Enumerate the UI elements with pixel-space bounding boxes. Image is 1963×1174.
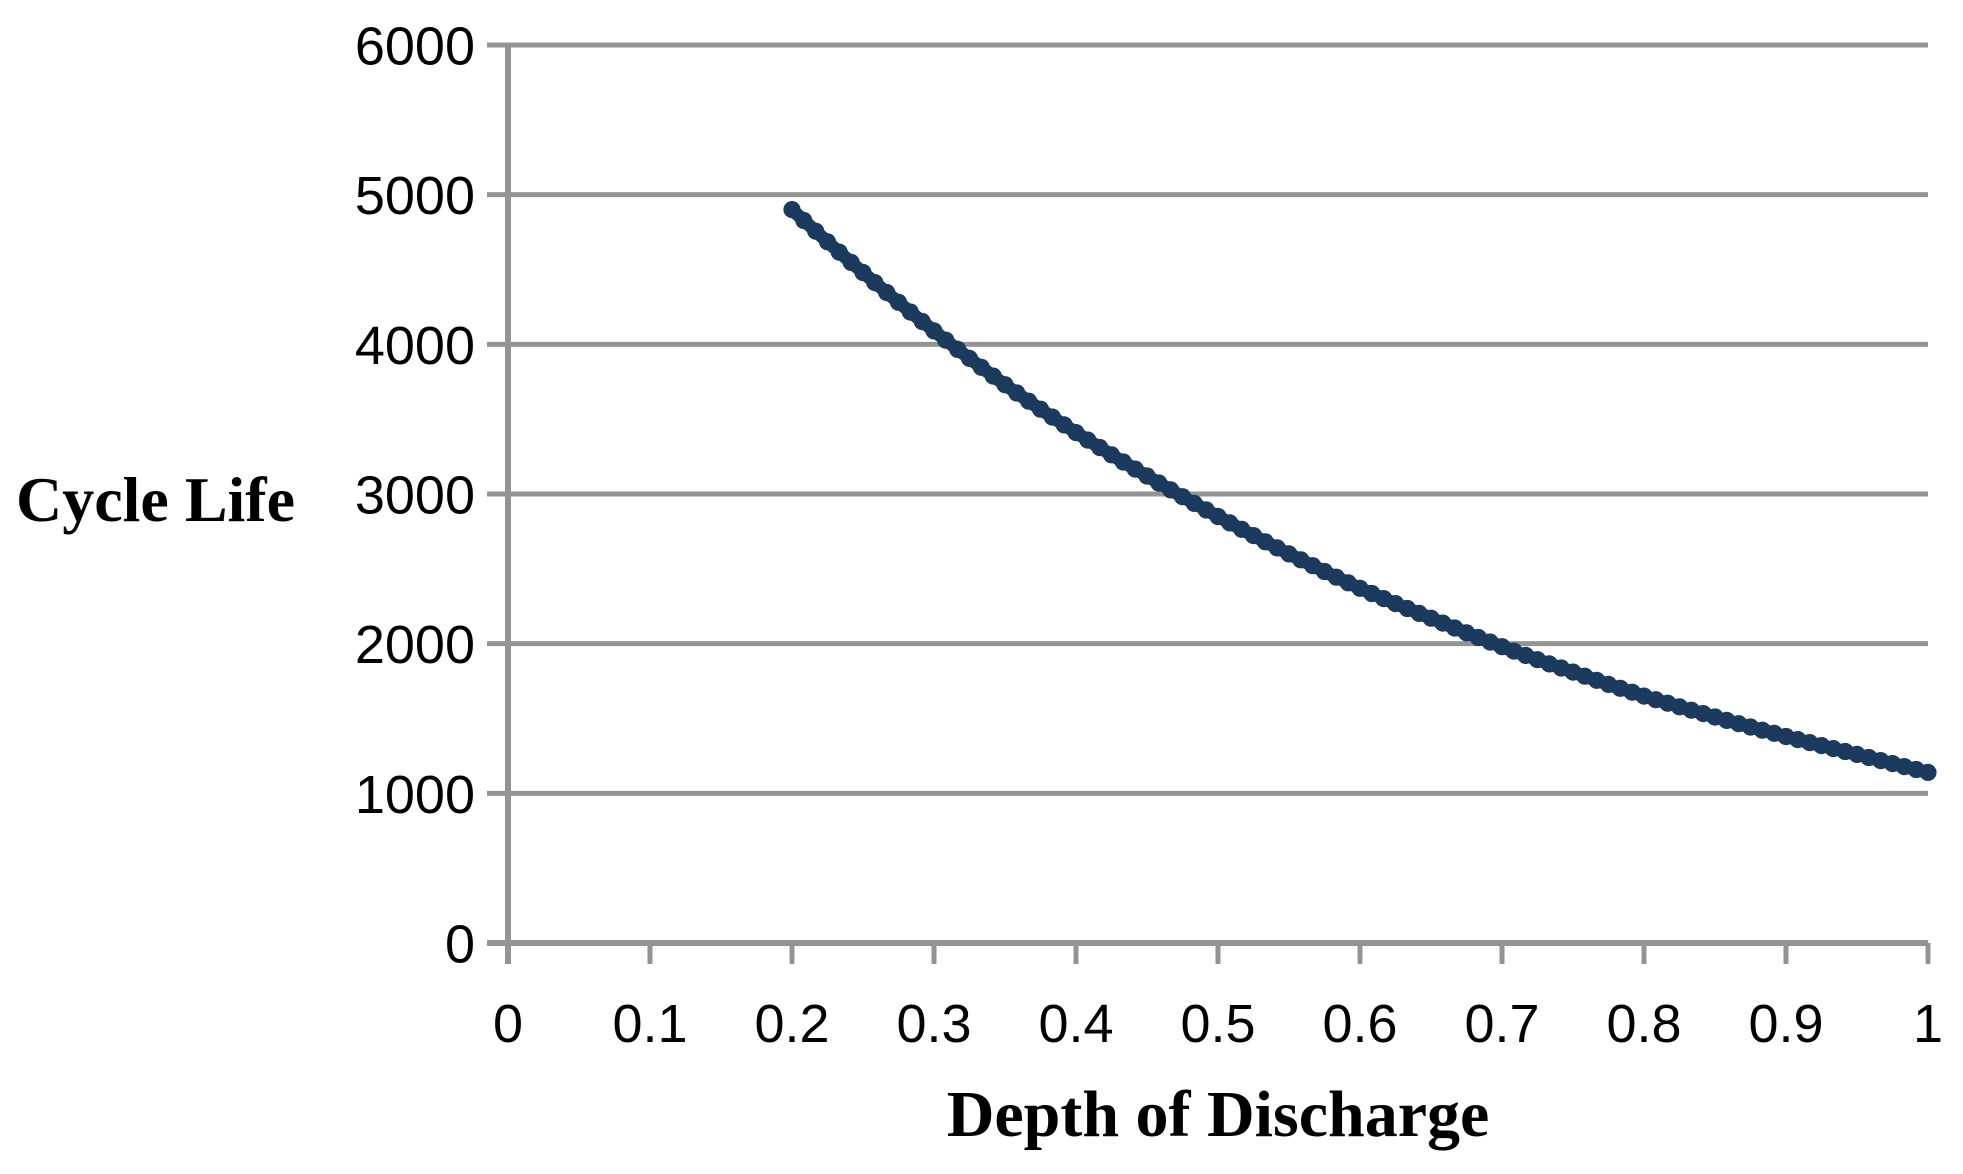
x-tick-label: 0.7 [1464,994,1539,1054]
curve-marker [878,283,896,302]
curve-marker [818,233,837,251]
curve-marker [984,367,1002,385]
y-tick-label: 4000 [355,316,475,376]
x-tick-label: 0.8 [1606,994,1681,1054]
x-tick-label: 1 [1913,994,1943,1054]
x-axis-title: Depth of Discharge [946,1078,1490,1151]
x-tick-label: 0.1 [612,994,687,1054]
curve-marker [807,222,825,240]
curve-marker [854,263,872,282]
x-tick-label: 0.6 [1322,994,1397,1054]
curve-marker [783,201,801,219]
x-tick-label: 0.4 [1038,994,1113,1054]
curve-marker [972,358,990,376]
x-tick-label: 0 [493,994,523,1054]
curve-marker [937,331,955,349]
curve-marker [830,243,848,261]
y-tick-label: 1000 [355,765,475,825]
curve-marker [960,349,979,367]
curve-marker [842,253,860,271]
curve-marker [1919,763,1937,782]
curve-marker [901,303,919,321]
curve-marker [889,293,908,311]
y-tick-label: 3000 [355,465,475,525]
y-tick-label: 2000 [355,615,475,675]
x-tick-label: 0.5 [1180,994,1255,1054]
cycle-life-curve [785,203,1935,779]
y-tick-label: 6000 [355,16,475,76]
x-tick-label: 0.9 [1748,994,1823,1054]
curve-marker [795,211,813,230]
y-tick-label: 0 [445,914,475,974]
x-tick-label: 0.2 [754,994,829,1054]
curve-marker [925,322,943,340]
curve-marker [866,274,884,292]
y-axis-title: Cycle Life [16,464,295,535]
curve-marker [913,312,931,331]
curve-marker [949,340,967,358]
x-tick-label: 0.3 [896,994,971,1054]
y-tick-label: 5000 [355,166,475,226]
